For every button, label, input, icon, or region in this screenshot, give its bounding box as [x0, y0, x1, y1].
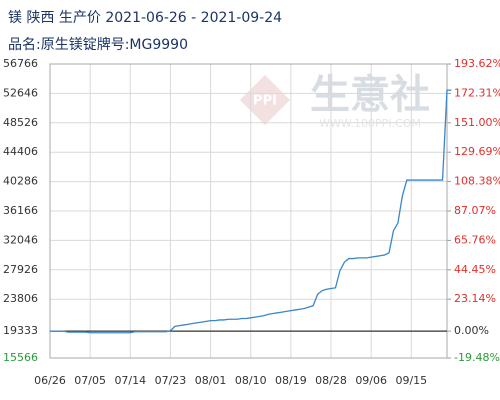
x-tick-label: 09/15	[395, 374, 427, 387]
x-tick-label: 07/23	[155, 374, 187, 387]
y-tick-label: 44406	[3, 145, 38, 158]
y-tick-label: 19333	[3, 324, 38, 337]
y2-tick-label: 129.69%	[454, 145, 500, 158]
y-tick-label: 48526	[3, 116, 38, 129]
y2-tick-label: 44.45%	[454, 263, 496, 276]
x-tick-label: 07/05	[74, 374, 106, 387]
watermark-text: 生意社	[310, 72, 430, 118]
chart-title: 镁 陕西 生产价 2021-06-26 - 2021-09-24	[8, 10, 282, 26]
y2-tick-label: 87.07%	[454, 204, 496, 217]
y-tick-label: 40286	[3, 175, 38, 188]
x-tick-label: 09/06	[355, 374, 387, 387]
y-tick-label: 56766	[3, 57, 38, 70]
x-tick-label: 08/01	[195, 374, 227, 387]
y2-tick-label: 172.31%	[454, 86, 500, 99]
y2-tick-label: 65.76%	[454, 233, 496, 246]
y2-tick-label: 23.14%	[454, 292, 496, 305]
watermark-logo-text: PPI	[253, 94, 277, 109]
y2-tick-label: 151.00%	[454, 116, 500, 129]
watermark-logo	[240, 75, 290, 125]
x-tick-label: 08/19	[275, 374, 307, 387]
watermark-url: WWW.100PPI.COM	[319, 117, 421, 130]
y2-tick-label: 0.00%	[454, 324, 489, 337]
x-tick-label: 08/28	[315, 374, 347, 387]
x-tick-label: 07/14	[114, 374, 146, 387]
price-line	[50, 89, 452, 334]
plot-frame	[49, 63, 448, 359]
y-tick-label: 36166	[3, 204, 38, 217]
y2-tick-label: 108.38%	[454, 175, 500, 188]
y-tick-label: 15566	[3, 351, 38, 364]
x-tick-label: 08/10	[235, 374, 267, 387]
chart-subtitle: 品名:原生镁锭牌号:MG9990	[8, 36, 188, 53]
y-tick-label: 32046	[3, 233, 38, 246]
y-tick-label: 27926	[3, 263, 38, 276]
y2-tick-label: 193.62%	[454, 57, 500, 70]
y-tick-label: 52646	[3, 86, 38, 99]
y-tick-label: 23806	[3, 292, 38, 305]
x-tick-label: 06/26	[34, 374, 66, 387]
y2-tick-label: -19.48%	[454, 351, 500, 364]
